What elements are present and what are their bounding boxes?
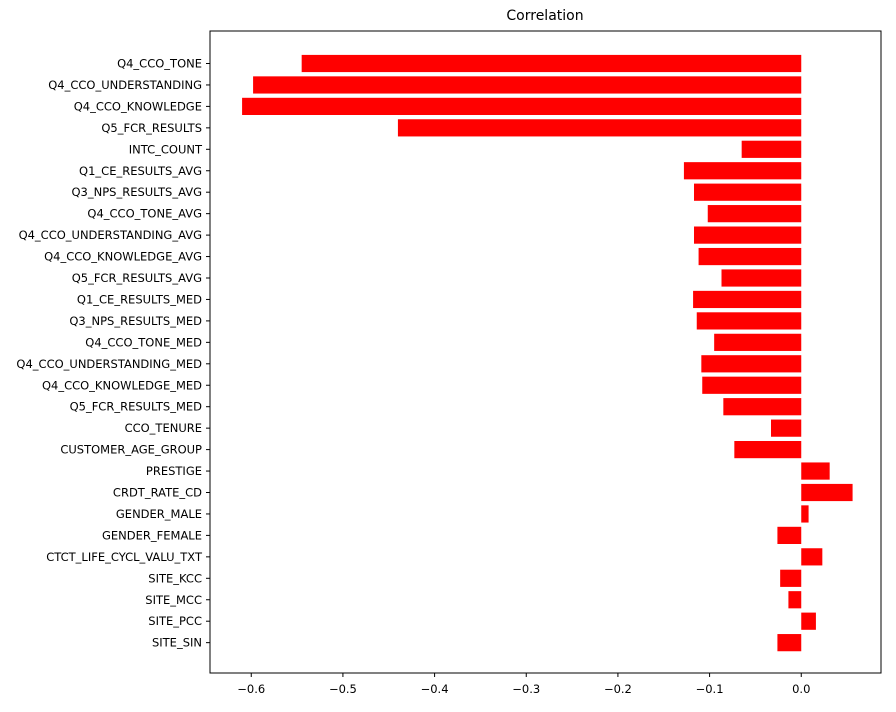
bar-site-sin (777, 634, 802, 652)
category-label: Q4_CCO_KNOWLEDGE (74, 99, 202, 113)
category-label: Q3_NPS_RESULTS_MED (69, 314, 202, 328)
bar-prestige (801, 462, 830, 480)
x-tick-label: 0.0 (792, 682, 810, 696)
category-label: PRESTIGE (146, 464, 202, 478)
bar-q4-cco-understanding (253, 76, 802, 94)
bar-q4-cco-understanding-avg (694, 226, 802, 244)
category-label: Q4_CCO_KNOWLEDGE_AVG (44, 250, 202, 264)
category-label: INTC_COUNT (129, 142, 203, 156)
category-label: Q3_NPS_RESULTS_AVG (72, 185, 203, 199)
category-labels: Q4_CCO_TONE Q4_CCO_UNDERSTANDING Q4_CCO_KN… (16, 57, 210, 650)
bar-q1-ce-results-avg (683, 162, 802, 180)
category-label: Q4_CCO_KNOWLEDGE_MED (42, 378, 202, 392)
bar-q4-cco-tone-avg (707, 205, 802, 223)
bar-cco-tenure (771, 419, 802, 437)
bar-q3-nps-results-avg (694, 183, 802, 201)
category-label: Q5_FCR_RESULTS_AVG (72, 271, 202, 285)
category-label: Q4_CCO_UNDERSTANDING (48, 78, 202, 92)
bar-q4-cco-tone-med (714, 333, 802, 351)
bar-q4-cco-tone (301, 54, 802, 73)
x-tick-label: −0.6 (237, 682, 265, 696)
x-tick-label: −0.3 (512, 682, 540, 696)
category-label: Q1_CE_RESULTS_AVG (79, 164, 202, 178)
bar-ctct-life-cycl-valu-txt (801, 548, 823, 566)
category-label: CTCT_LIFE_CYCL_VALU_TXT (46, 550, 203, 564)
bar-site-kcc (780, 569, 802, 587)
chart-title: Correlation (506, 8, 583, 24)
bar-customer-age-group (734, 441, 802, 459)
bar-q3-nps-results-med (696, 312, 802, 330)
category-label: Q5_FCR_RESULTS_MED (70, 400, 203, 414)
x-axis-ticks: −0.6 −0.5 −0.4 −0.3 −0.2 −0.1 0.0 (237, 673, 810, 696)
x-tick-label: −0.1 (696, 682, 724, 696)
bar-q4-cco-knowledge-avg (698, 247, 802, 266)
bars-layer (242, 54, 853, 652)
bar-gender-male (801, 505, 809, 523)
bar-q1-ce-results-med (693, 290, 802, 309)
category-label: CCO_TENURE (125, 421, 202, 435)
category-label: SITE_SIN (152, 636, 202, 650)
category-label: GENDER_FEMALE (102, 528, 202, 542)
bar-site-mcc (788, 591, 802, 609)
category-label: CRDT_RATE_CD (113, 486, 202, 500)
x-tick-label: −0.4 (421, 682, 449, 696)
bar-intc-count (741, 140, 802, 158)
category-label: SITE_PCC (148, 614, 202, 628)
plot-frame (209, 30, 882, 674)
category-label: Q4_CCO_TONE (117, 57, 202, 71)
bar-q4-cco-understanding-med (701, 355, 802, 373)
bar-gender-female (777, 526, 802, 544)
category-label: CUSTOMER_AGE_GROUP (60, 443, 202, 457)
category-label: Q5_FCR_RESULTS (101, 121, 202, 135)
x-tick-label: −0.2 (604, 682, 632, 696)
category-label: Q1_CE_RESULTS_MED (77, 292, 202, 306)
category-label: GENDER_MALE (116, 507, 202, 521)
x-tick-label: −0.5 (329, 682, 357, 696)
bar-site-pcc (801, 612, 816, 630)
category-label: SITE_MCC (145, 593, 202, 607)
bar-q5-fcr-results-med (723, 398, 802, 416)
bar-q5-fcr-results-avg (721, 269, 802, 287)
bar-q5-fcr-results (397, 119, 802, 137)
category-label: Q4_CCO_UNDERSTANDING_MED (16, 357, 202, 371)
bar-q4-cco-knowledge-med (702, 376, 802, 394)
category-label: Q4_CCO_TONE_MED (85, 335, 202, 349)
category-label: Q4_CCO_UNDERSTANDING_AVG (19, 228, 202, 242)
category-label: SITE_KCC (148, 571, 202, 585)
category-label: Q4_CCO_TONE_AVG (87, 207, 202, 221)
bar-crdt-rate-cd (801, 483, 853, 502)
bar-q4-cco-knowledge (242, 97, 802, 115)
